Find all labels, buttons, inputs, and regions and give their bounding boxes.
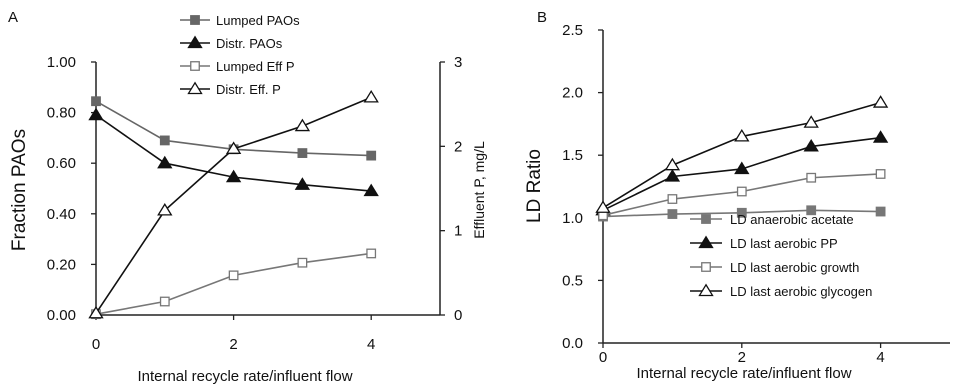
panel-a-series-2-point bbox=[157, 155, 173, 169]
panel-a-legend-label: Lumped Eff P bbox=[216, 59, 295, 74]
panel-a-series-1-point bbox=[159, 135, 170, 146]
panel-a-series-1-point bbox=[366, 150, 377, 161]
panel-a-legend-marker bbox=[187, 81, 203, 95]
panel-b-series-4-point bbox=[734, 128, 750, 142]
panel-a-left-y-tick-label: 0.40 bbox=[47, 206, 76, 223]
panel-a-series-4-point bbox=[363, 89, 379, 103]
panel-b-legend-marker bbox=[698, 283, 714, 297]
panel-a-right-y-tick-label: 1 bbox=[454, 223, 462, 240]
panel-a-legend-marker bbox=[190, 15, 200, 25]
panel-b-legend-label: LD last aerobic growth bbox=[730, 260, 859, 275]
panel-b-series-2-point bbox=[803, 138, 819, 152]
panel-a-series-3-point bbox=[228, 270, 239, 281]
panel-b-series-1-point bbox=[806, 205, 817, 216]
panel-b-series-4-point bbox=[872, 95, 889, 108]
panel-a-legend-marker bbox=[187, 35, 203, 49]
panel-b-series-4-point bbox=[664, 157, 681, 171]
panel-a-series-2-point bbox=[363, 183, 379, 197]
panel-a-left-y-tick-label: 1.00 bbox=[47, 54, 76, 71]
panel-a-left-y-tick-label: 0.00 bbox=[47, 307, 76, 324]
panel-a-x-tick-label: 0 bbox=[92, 336, 100, 353]
panel-b-x-ticks: 0 2 4 bbox=[599, 343, 885, 366]
panel-b-label: B bbox=[537, 9, 547, 26]
panel-a-left-y-label: Fraction PAOs bbox=[9, 129, 30, 251]
panel-b-series-4-point bbox=[803, 115, 819, 128]
panel-b-series-3-point bbox=[806, 172, 817, 183]
panel-a-legend-label: Distr. Eff. P bbox=[216, 82, 281, 97]
panel-a-right-y-tick-label: 0 bbox=[454, 307, 462, 324]
panel-b-series-2-point bbox=[734, 161, 750, 175]
panel-a-label: A bbox=[8, 9, 18, 26]
panel-b-legend-label: LD last aerobic glycogen bbox=[730, 284, 872, 299]
panel-a-series bbox=[88, 89, 379, 320]
panel-a-left-y-tick-label: 0.20 bbox=[47, 256, 76, 273]
panel-a-legend-label: Distr. PAOs bbox=[216, 36, 283, 51]
panel-b-legend-label: LD last aerobic PP bbox=[730, 236, 838, 251]
panel-a-series-4-point bbox=[294, 118, 311, 132]
panel-a-right-y-ticks: 0 1 2 3 bbox=[440, 54, 462, 324]
panel-a-right-y-label: Effluent P, mg/L bbox=[471, 141, 487, 239]
panel-a-series-line-4 bbox=[95, 96, 372, 314]
panel-a-series-4-point bbox=[157, 202, 173, 216]
panel-b-x-label: Internal recycle rate/influent flow bbox=[636, 365, 851, 382]
panel-a-legend-label: Lumped PAOs bbox=[216, 13, 300, 28]
panel-b-y-tick-label: 0.0 bbox=[562, 335, 583, 352]
panel-a-right-y-tick-label: 3 bbox=[454, 54, 462, 71]
panel-b-x-tick-label: 0 bbox=[599, 349, 607, 366]
panel-a-right-y-tick-label: 2 bbox=[454, 138, 462, 155]
panel-b-y-tick-label: 1.5 bbox=[562, 147, 583, 164]
panel-a-series-2-point bbox=[294, 177, 311, 190]
panel-b: B 0 2 4 0.0 0.5 1.0 1.5 2.0 2.5 Internal recycl… bbox=[524, 9, 950, 382]
panel-a-series-3-point bbox=[366, 248, 377, 259]
panel-a-x-label: Internal recycle rate/influent flow bbox=[137, 368, 352, 385]
panel-b-y-ticks: 0.0 0.5 1.0 1.5 2.0 2.5 bbox=[562, 22, 603, 352]
panel-b-y-tick-label: 2.5 bbox=[562, 22, 583, 39]
panel-a-series-1-point bbox=[91, 96, 101, 107]
panel-a-series-1-point bbox=[297, 148, 308, 158]
panel-b-series-2-point bbox=[664, 169, 681, 182]
panel-b-series-1-point bbox=[875, 206, 886, 217]
panel-b-series bbox=[595, 95, 889, 222]
panel-b-legend-marker bbox=[698, 235, 714, 249]
panel-b-series-1-point bbox=[736, 207, 747, 218]
panel-b-legend: LD anaerobic acetate LD last aerobic PP LD… bbox=[690, 212, 872, 299]
panel-a-series-4-point bbox=[88, 305, 104, 319]
panel-b-series-1-point bbox=[667, 209, 678, 219]
panel-a-left-y-tick-label: 0.60 bbox=[47, 155, 76, 172]
panel-a-x-tick-label: 4 bbox=[367, 336, 375, 353]
panel-a-x-ticks: 0 2 4 bbox=[92, 315, 375, 353]
panel-b-series-4-point bbox=[595, 200, 611, 213]
panel-a-series-2-point bbox=[225, 169, 242, 183]
panel-b-y-tick-label: 2.0 bbox=[562, 85, 583, 102]
panel-a-x-tick-label: 2 bbox=[229, 336, 237, 353]
panel-a-series-line-3 bbox=[95, 252, 372, 315]
panel-a: A 0 2 4 0.00 0.20 0.40 0.60 0.80 1.00 0 1 2 3 Inte… bbox=[8, 9, 487, 385]
panel-a-legend: Lumped PAOs Distr. PAOs Lumped Eff P Distr.… bbox=[180, 13, 300, 97]
panel-b-series-3-point bbox=[736, 186, 747, 197]
panel-a-series-2-point bbox=[88, 107, 104, 121]
panel-b-x-tick-label: 2 bbox=[738, 349, 746, 366]
panel-b-x-tick-label: 4 bbox=[876, 349, 884, 366]
panel-b-legend-marker bbox=[701, 262, 711, 272]
panel-b-y-tick-label: 1.0 bbox=[562, 210, 583, 227]
panel-b-series-2-point bbox=[872, 130, 889, 143]
panel-b-y-label: LD Ratio bbox=[524, 149, 545, 223]
panel-b-y-tick-label: 0.5 bbox=[562, 272, 583, 289]
panel-a-series-3-point bbox=[297, 257, 308, 268]
panel-a-legend-marker bbox=[190, 61, 200, 71]
panel-b-series-3-point bbox=[875, 169, 886, 179]
panel-a-left-y-ticks: 0.00 0.20 0.40 0.60 0.80 1.00 bbox=[47, 54, 96, 324]
panel-a-series-3-point bbox=[159, 296, 170, 307]
panel-a-left-y-tick-label: 0.80 bbox=[47, 105, 76, 122]
panel-a-series-4-point bbox=[225, 141, 242, 154]
panel-b-legend-marker bbox=[701, 214, 711, 224]
panel-b-legend-label: LD anaerobic acetate bbox=[730, 212, 854, 227]
panel-b-series-3-point bbox=[667, 194, 678, 204]
